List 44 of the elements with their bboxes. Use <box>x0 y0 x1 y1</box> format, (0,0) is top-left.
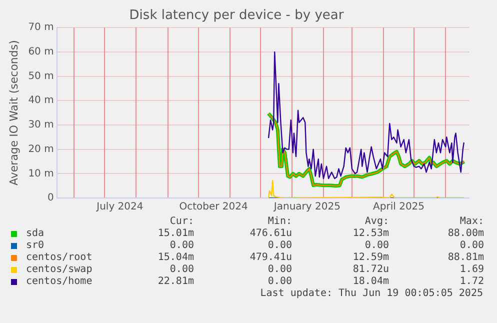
x-tick-label: April 2025 <box>373 202 425 213</box>
legend-label: centos/swap <box>26 264 92 275</box>
text: 1.72 <box>458 276 484 287</box>
text: 88.81m <box>446 252 484 263</box>
y-tick-label: 30 m <box>28 120 54 131</box>
text: 15.01m <box>156 228 194 239</box>
text: 88.00m <box>446 228 484 239</box>
text: Last update: Thu Jun 19 00:05:05 2025 <box>260 288 483 299</box>
text: 12.53m <box>352 228 389 239</box>
y-tick-label: 60 m <box>28 46 54 58</box>
legend-label: centos/home <box>26 276 92 287</box>
y-tick-label: 20 m <box>28 144 54 155</box>
text: 81.72u <box>352 264 389 275</box>
y-tick-label: 0 <box>47 192 54 204</box>
text: 12.59m <box>352 252 389 263</box>
text: 0.00 <box>168 240 194 251</box>
x-tick-label: October 2024 <box>179 202 248 213</box>
legend-label: sda <box>26 228 44 239</box>
text: Avg: <box>364 216 389 227</box>
y-tick-label: 70 m <box>28 22 54 34</box>
y-tick-label: 50 m <box>28 70 54 82</box>
text: Min: <box>266 216 292 227</box>
text: 0.00 <box>168 264 194 275</box>
text: 0.00 <box>266 264 292 275</box>
y-tick-label: 10 m <box>28 168 54 180</box>
text: 0.00 <box>266 240 292 251</box>
text: 15.04m <box>156 252 194 263</box>
text: 18.04m <box>352 276 389 287</box>
legend-label: sr0 <box>26 240 44 251</box>
text: 22.81m <box>156 276 194 287</box>
legend-label: centos/root <box>26 252 92 263</box>
x-tick-label: July 2024 <box>96 202 144 213</box>
text: 0.00 <box>458 240 484 251</box>
y-axis-title: Average IO Wait (seconds) <box>7 40 20 186</box>
text: 0.00 <box>364 240 389 251</box>
text: 479.41u <box>248 252 292 263</box>
text: 0.00 <box>266 276 292 287</box>
text: 1.69 <box>458 264 484 275</box>
chart-title: Disk latency per device - by year <box>129 8 344 24</box>
y-tick-label: 40 m <box>28 95 54 106</box>
text: 476.61u <box>248 228 292 239</box>
text: Cur: <box>168 216 194 227</box>
text: Max: <box>458 216 484 227</box>
x-tick-label: January 2025 <box>272 202 340 213</box>
